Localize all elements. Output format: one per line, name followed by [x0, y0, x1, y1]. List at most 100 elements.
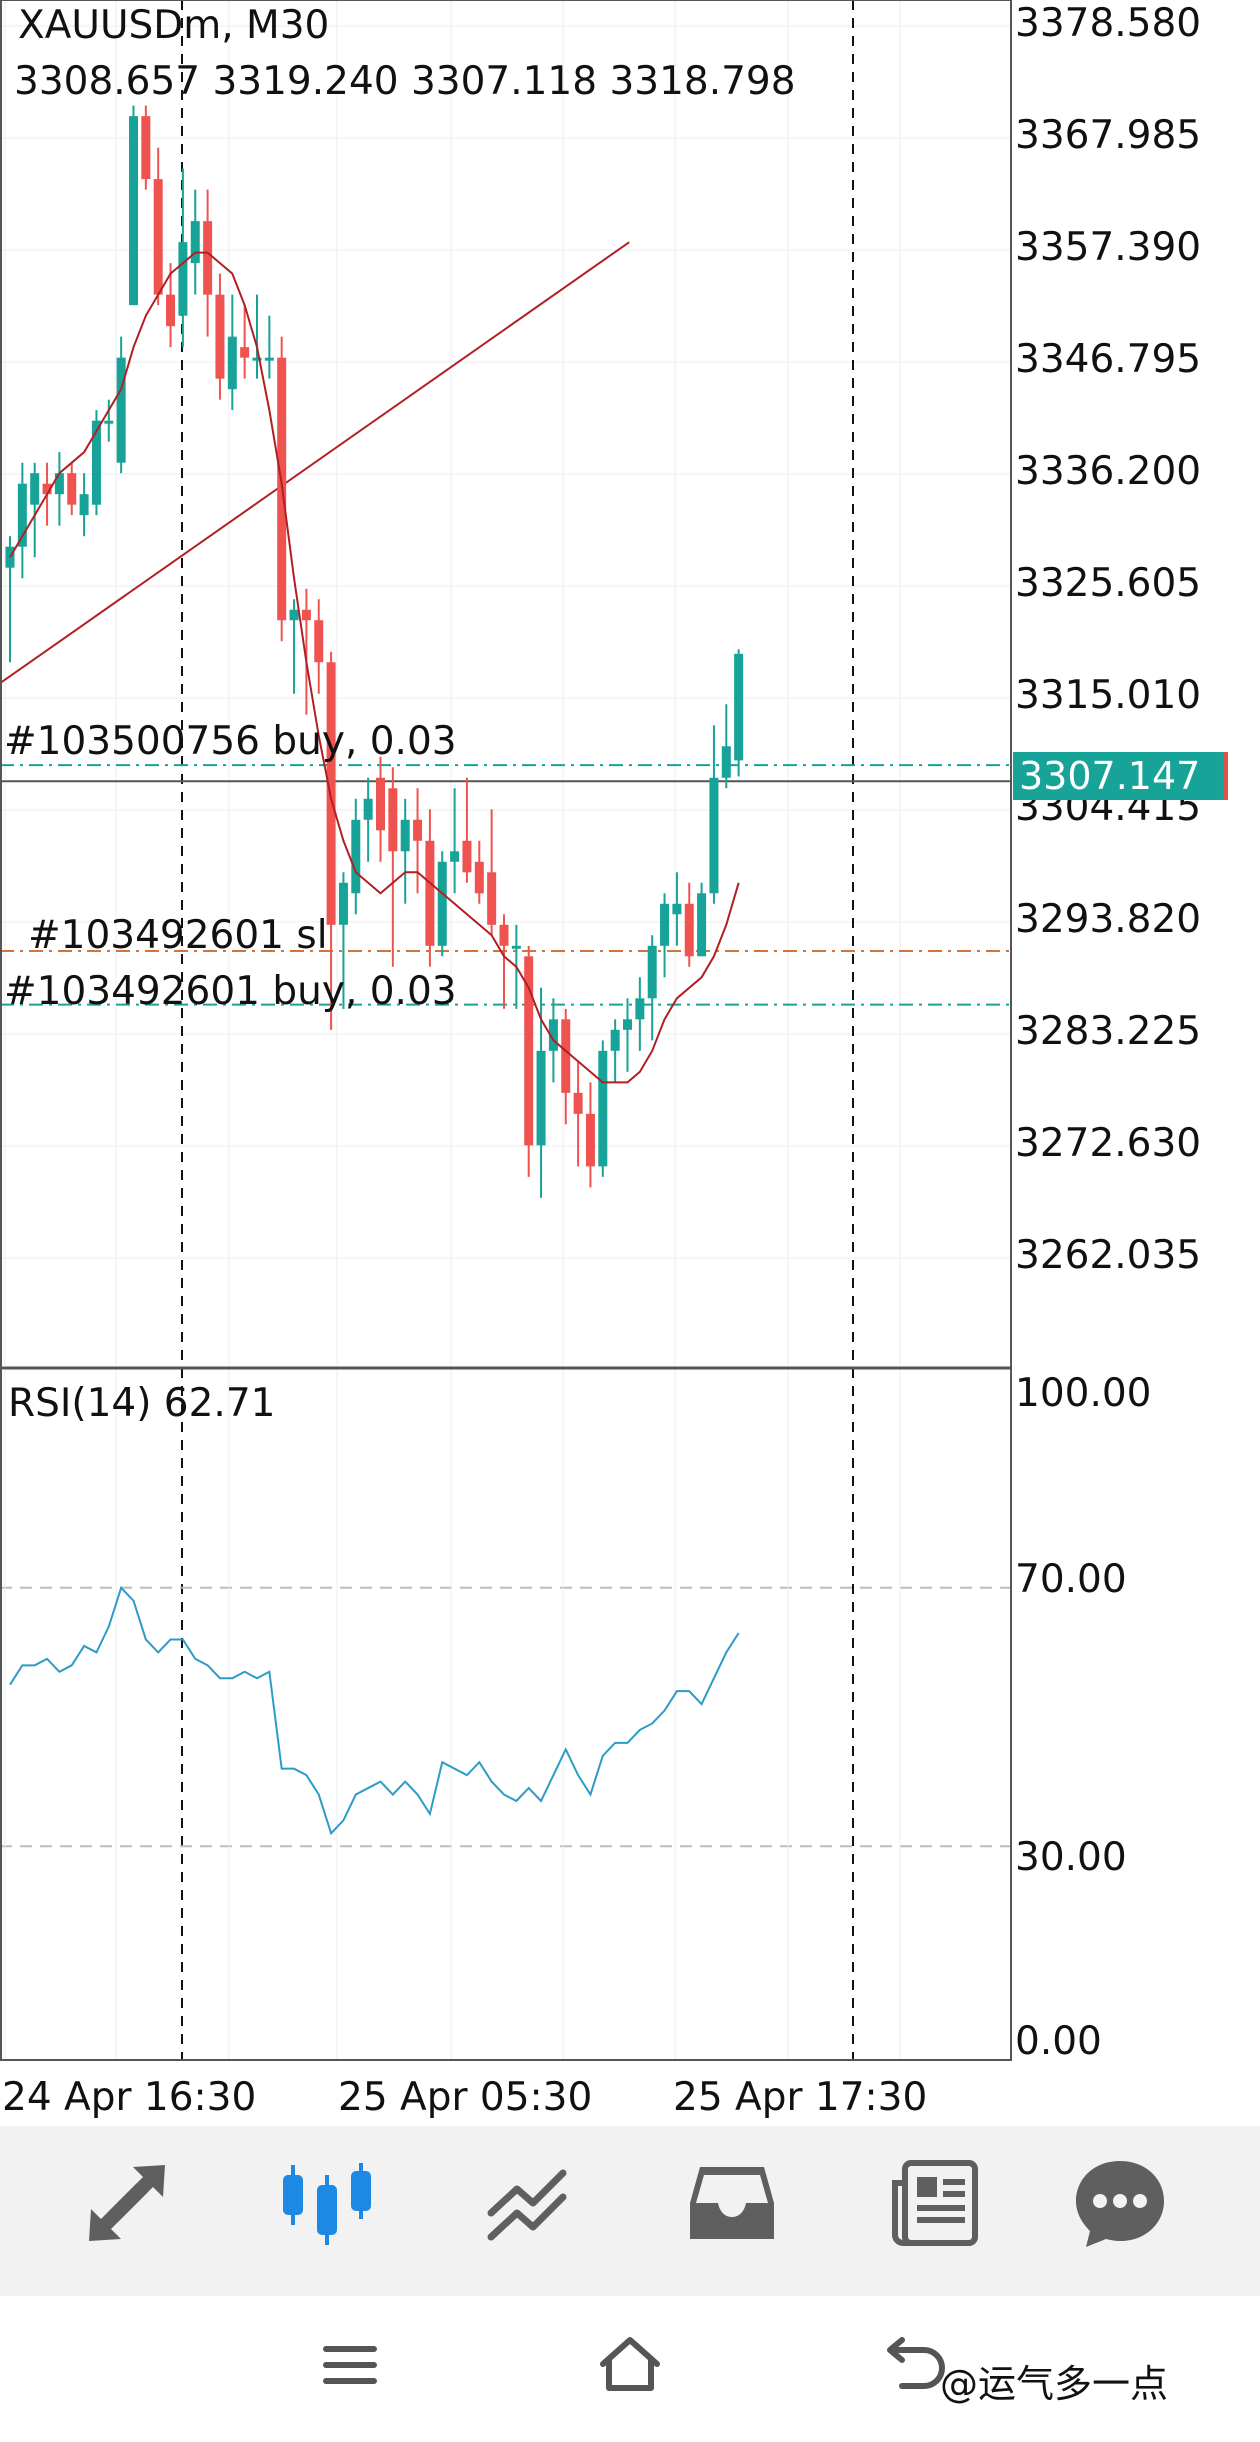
history-icon[interactable]: [472, 2148, 582, 2258]
candle: [190, 189, 200, 295]
candle: [17, 462, 27, 579]
candle-body: [166, 294, 176, 327]
candle-body: [561, 1019, 571, 1093]
candle: [462, 777, 472, 883]
order-label-buy-1[interactable]: #103500756 buy, 0.03: [4, 719, 457, 764]
candle: [326, 651, 336, 1030]
candle: [499, 914, 509, 1009]
candle-body: [734, 653, 744, 761]
chart-canvas[interactable]: [0, 0, 1260, 2080]
ma-line: [9, 251, 740, 1084]
symbol-timeframe: XAUUSDm, M30: [18, 3, 330, 48]
candle: [91, 410, 101, 516]
candle-body: [54, 473, 64, 495]
price-axis-label: 3378.580: [1015, 1, 1202, 46]
chart-frame: [0, 0, 1012, 2061]
price-axis-label: 3346.795: [1015, 337, 1202, 382]
menu-icon[interactable]: [305, 2320, 395, 2410]
candle: [289, 599, 299, 694]
candle: [672, 872, 682, 946]
candle-body: [153, 179, 163, 295]
trade-icon[interactable]: [72, 2148, 182, 2258]
bottom-nav: [0, 2126, 1260, 2296]
candle-body: [400, 819, 410, 852]
candle-body: [301, 609, 311, 621]
candle: [264, 315, 274, 379]
candle: [536, 987, 546, 1198]
candle-body: [363, 798, 373, 820]
candle-body: [536, 1050, 546, 1146]
order-label-buy-2[interactable]: #103492601 buy, 0.03: [4, 969, 457, 1014]
rsi-axis-label: 0.00: [1015, 2019, 1102, 2064]
candle-body: [697, 893, 707, 957]
candle-body: [462, 840, 472, 873]
candle: [635, 977, 645, 1051]
candle-body: [450, 851, 460, 862]
candle: [166, 263, 176, 348]
candle-body: [351, 819, 361, 894]
candle: [30, 462, 40, 558]
candle: [709, 725, 719, 904]
time-axis-label: 25 Apr 05:30: [338, 2075, 593, 2120]
price-axis-label: 3262.035: [1015, 1233, 1202, 1278]
plot-border: [0, 0, 1012, 2061]
candle: [301, 588, 311, 715]
candle-body: [660, 903, 670, 946]
chat-icon[interactable]: [1065, 2148, 1175, 2258]
inbox-icon[interactable]: [677, 2148, 787, 2258]
price-axis-label: 3315.010: [1015, 673, 1202, 718]
current-price-badge-edge: [1223, 752, 1228, 800]
current-price-badge: 3307.147: [1013, 752, 1223, 800]
candle-body: [672, 903, 682, 915]
candle: [585, 1082, 595, 1188]
candle: [400, 798, 410, 904]
candle: [684, 882, 694, 967]
candle-body: [203, 221, 213, 295]
candle-body: [79, 494, 89, 516]
candle: [647, 935, 657, 1041]
home-icon[interactable]: [585, 2320, 675, 2410]
candle-body: [116, 357, 126, 463]
candle-body: [67, 473, 77, 505]
time-axis-label: 25 Apr 17:30: [673, 2075, 928, 2120]
price-axis-label: 3367.985: [1015, 113, 1202, 158]
rsi-axis-label: 70.00: [1015, 1557, 1127, 1602]
candle: [610, 1019, 620, 1083]
chart-icon[interactable]: [272, 2148, 382, 2258]
candle: [203, 189, 213, 337]
candle: [67, 462, 77, 516]
candle: [338, 872, 348, 1009]
candle-body: [129, 116, 138, 306]
price-axis-label: 3272.630: [1015, 1121, 1202, 1166]
candle: [79, 473, 89, 537]
candle: [351, 798, 361, 915]
trendline-segment: [0, 241, 630, 685]
candle-body: [635, 998, 645, 1020]
candle-body: [326, 662, 336, 925]
candle-body: [141, 116, 151, 180]
back-icon[interactable]: [870, 2320, 960, 2410]
candle: [413, 788, 423, 894]
candle-body: [585, 1113, 595, 1167]
candle-body: [252, 357, 262, 361]
trendline[interactable]: [0, 241, 630, 685]
candle: [116, 336, 126, 474]
ohlc-values: 3308.657 3319.240 3307.118 3318.798: [14, 59, 796, 104]
candle-body: [548, 1019, 558, 1051]
candle: [487, 809, 497, 936]
order-label-sl[interactable]: #103492601 sl: [28, 913, 328, 958]
candle-body: [264, 357, 274, 361]
candle-body: [42, 483, 52, 495]
candle: [153, 147, 163, 306]
candle: [450, 788, 460, 894]
candle-body: [240, 347, 250, 358]
candle: [734, 649, 744, 777]
candle-body: [227, 336, 237, 390]
candle: [314, 599, 324, 694]
candle-body: [721, 746, 731, 778]
candle-body: [573, 1092, 583, 1114]
candle: [660, 893, 670, 978]
rsi-axis-label: 30.00: [1015, 1835, 1127, 1880]
news-icon[interactable]: [880, 2148, 990, 2258]
rsi-axis-label: 100.00: [1015, 1371, 1152, 1416]
